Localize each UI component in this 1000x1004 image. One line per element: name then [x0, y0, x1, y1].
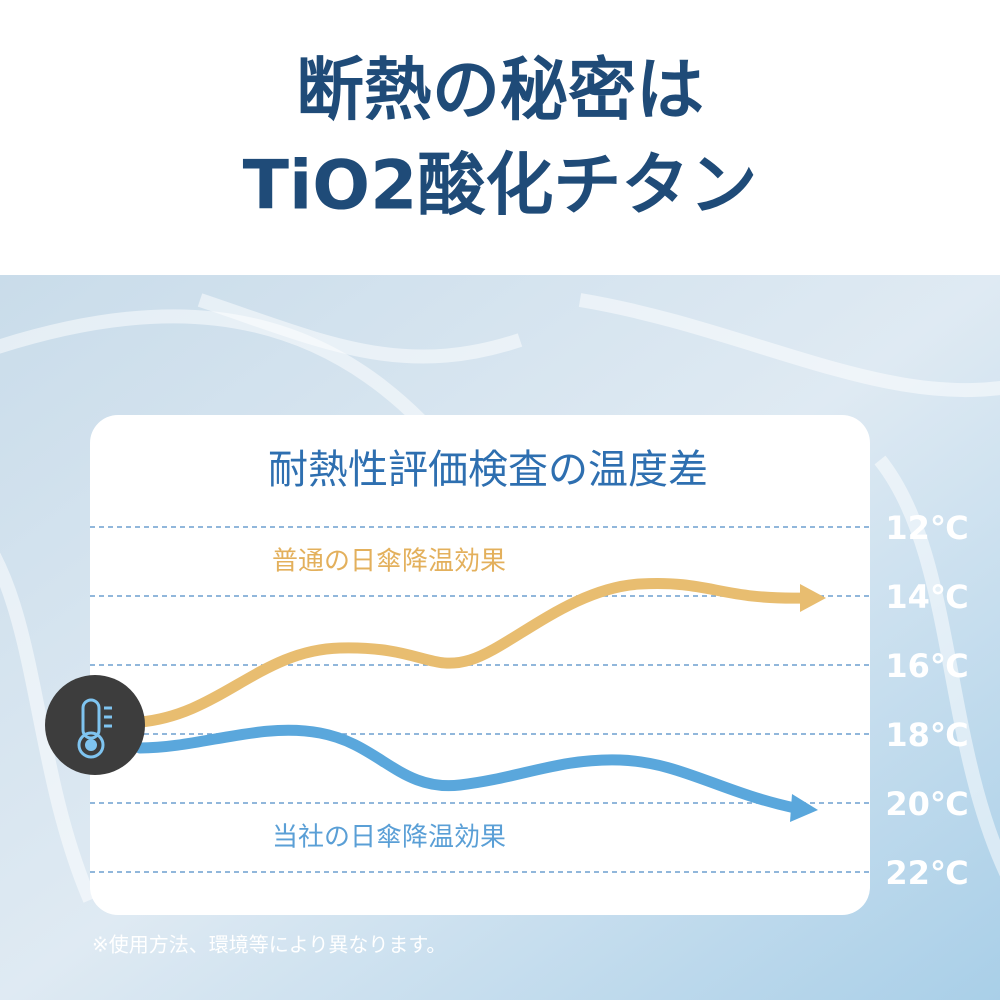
lower-curve: [134, 724, 801, 814]
temperature-label: 18℃: [885, 716, 968, 754]
upper-curve: [134, 577, 811, 728]
title-line: 断熱の秘密は: [296, 52, 704, 131]
fabric-decoration: [0, 293, 1000, 903]
upper-label: 普通の日傘降温効果: [272, 547, 506, 577]
lower-label: 当社の日傘降温効果: [272, 823, 506, 853]
footnote: ※使用方法、環境等により異なります。: [92, 933, 446, 957]
lower-arrow: [790, 794, 818, 822]
temperature-label: 22℃: [885, 854, 968, 892]
temperature-label: 20℃: [885, 785, 968, 823]
temperature-axis: 12℃ 14℃ 16℃ 18℃ 20℃ 22℃: [885, 509, 968, 892]
header-bg: [0, 0, 1000, 275]
title-line: TiO2酸化チタン: [243, 147, 758, 226]
temperature-label: 16℃: [885, 647, 968, 685]
temperature-label: 12℃: [885, 509, 968, 547]
upper-arrow: [800, 584, 826, 612]
thermometer-icon: [45, 675, 145, 775]
panel-title: 耐熱性評価検査の温度差: [268, 447, 708, 493]
temperature-label: 14℃: [885, 578, 968, 616]
